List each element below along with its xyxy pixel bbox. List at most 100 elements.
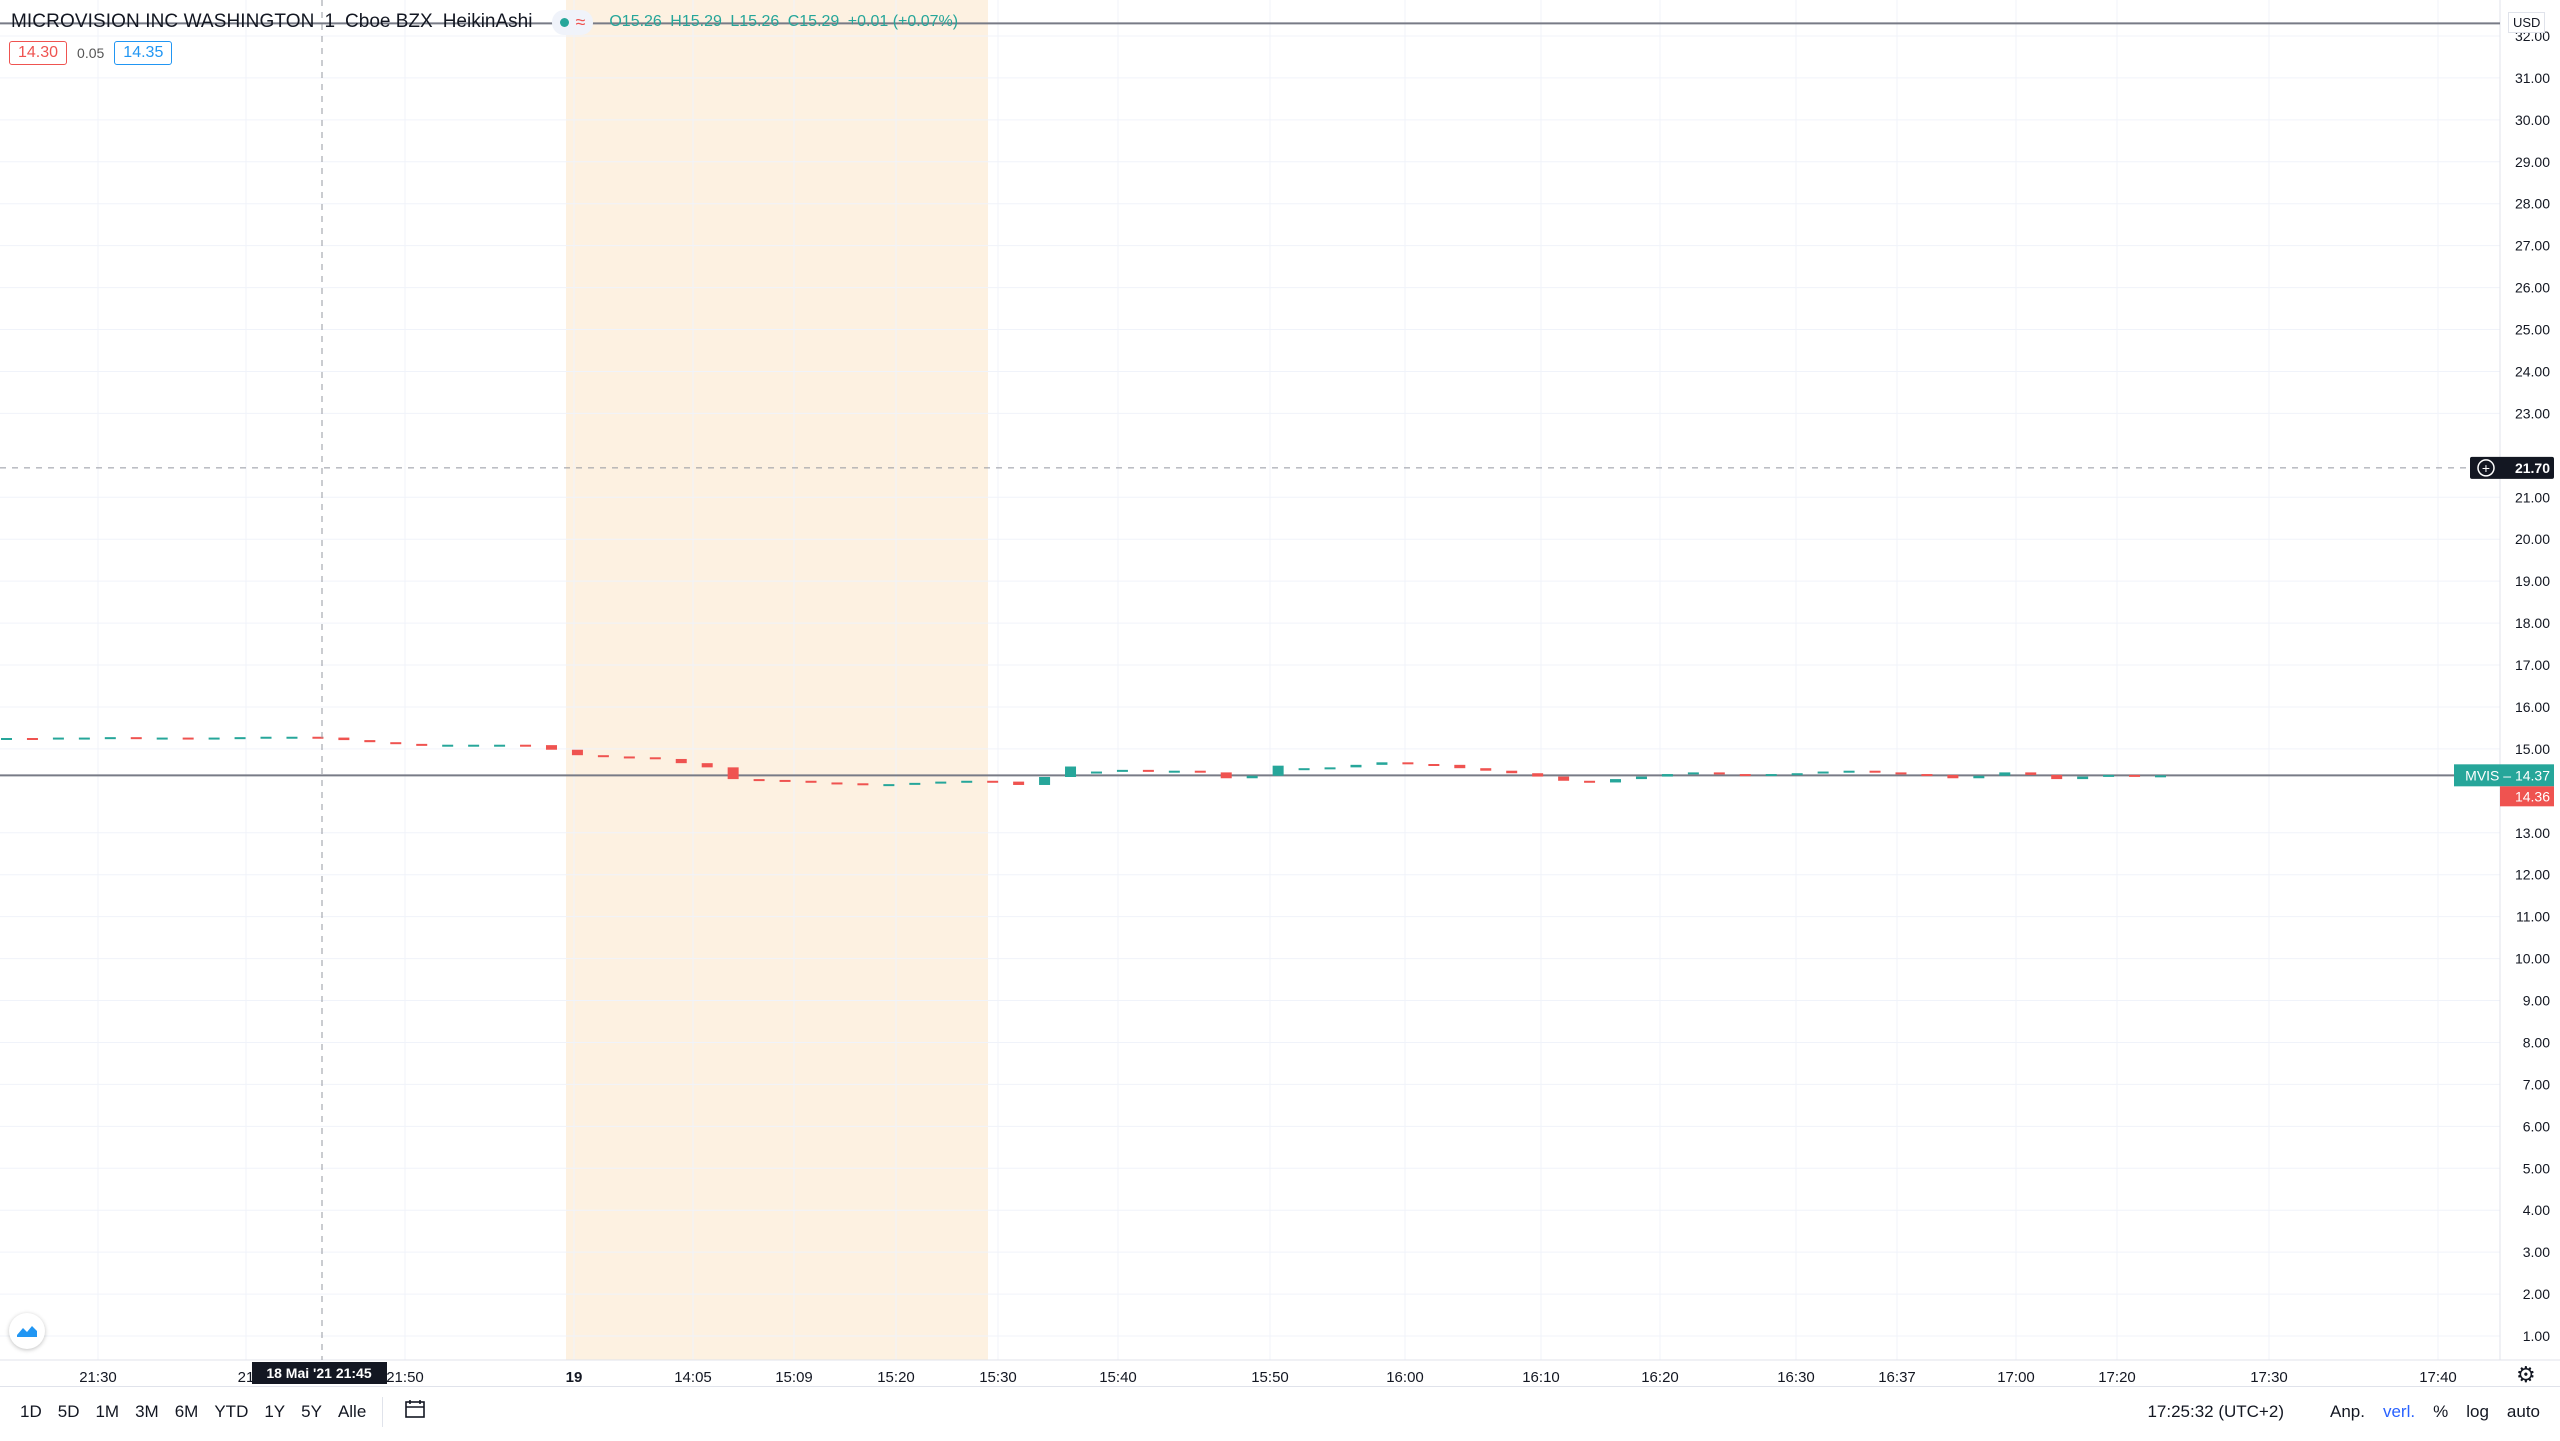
price-tick-label: 1.00 [2523, 1328, 2550, 1344]
candle [831, 782, 843, 785]
candle [1635, 776, 1647, 780]
candle [857, 783, 869, 786]
range-5d-button[interactable]: 5D [57, 1402, 80, 1421]
candle [1272, 765, 1284, 776]
candle [1, 738, 12, 740]
time-tick-label: 15:30 [979, 1369, 1017, 1386]
adjust-toggle[interactable]: Anp. [2329, 1402, 2365, 1421]
price-tick-label: 27.00 [2515, 238, 2550, 254]
candle [649, 757, 661, 760]
symbol-name[interactable]: MICROVISION INC WASHINGTON [11, 11, 315, 32]
crosshair-time-label: 18 Mai '21 21:45 [266, 1365, 372, 1381]
candle [2051, 774, 2063, 780]
extended-hours-toggle[interactable]: verl. [2382, 1402, 2416, 1421]
price-tick-label: 19.00 [2515, 573, 2550, 589]
candle [675, 758, 687, 764]
candle [1558, 776, 1570, 781]
timezone-clock[interactable]: 17:25:32 (UTC+2) [2147, 1402, 2284, 1421]
range-all-button[interactable]: Alle [337, 1402, 367, 1421]
candle [1480, 768, 1492, 771]
time-tick-label: 15:50 [1251, 1369, 1289, 1386]
candle [156, 737, 168, 740]
log-scale-toggle[interactable]: log [2466, 1402, 2489, 1421]
scale-options: 17:25:32 (UTC+2) Anp. verl. % log auto [2147, 1402, 2540, 1422]
candle [1220, 772, 1232, 779]
candle [208, 737, 220, 740]
time-tick-label: 16:37 [1878, 1369, 1916, 1386]
percent-scale-toggle[interactable]: % [2433, 1402, 2449, 1421]
symbol-legend[interactable]: MICROVISION INC WASHINGTON 1 Cboe BZX He… [11, 9, 962, 35]
candle [1610, 779, 1622, 783]
price-axis[interactable]: 32.0031.0030.0029.0028.0027.0026.0025.00… [2515, 28, 2550, 1344]
close-value: C15.29 [787, 13, 840, 30]
market-status[interactable]: ≈ [552, 9, 594, 35]
candle [961, 780, 973, 783]
candle [1895, 772, 1907, 775]
time-tick-label: 21:50 [386, 1369, 424, 1386]
candle [1921, 774, 1933, 777]
price-tick-label: 23.00 [2515, 405, 2550, 421]
price-tick-label: 3.00 [2523, 1244, 2550, 1260]
market-open-icon [560, 17, 570, 27]
chart-grid [0, 0, 2500, 1360]
price-tick-label: 6.00 [2523, 1118, 2550, 1134]
candle [1168, 770, 1180, 773]
time-tick-label: 16:00 [1386, 1369, 1424, 1386]
price-tick-label: 10.00 [2515, 951, 2550, 967]
time-tick-label: 17:00 [1997, 1369, 2035, 1386]
candle [2025, 772, 2037, 775]
bottom-toolbar: 1D 5D 1M 3M 6M YTD 1Y 5Y Alle 17:25:32 (… [0, 1386, 2560, 1441]
range-ytd-button[interactable]: YTD [214, 1402, 249, 1421]
range-3m-button[interactable]: 3M [135, 1402, 159, 1421]
candle [571, 749, 583, 756]
range-1m-button[interactable]: 1M [95, 1402, 120, 1421]
bid-ask-box: 14.30 0.05 14.35 [9, 41, 173, 65]
candle [1402, 762, 1414, 765]
ask-price[interactable]: 14.35 [114, 41, 173, 65]
time-axis[interactable]: 21:30 21 21:50 19 14:05 15:09 15:20 15:30 15:40 1… [79, 1369, 2457, 1386]
premarket-session-highlight [566, 0, 988, 1360]
candle [727, 767, 739, 780]
price-tick-label: 29.00 [2515, 154, 2550, 170]
range-1d-button[interactable]: 1D [20, 1402, 42, 1421]
candle [468, 744, 480, 747]
time-tick-label: 21 [238, 1369, 255, 1386]
candle [1376, 762, 1388, 765]
last-price-tag-box [2454, 764, 2554, 787]
add-alert-icon [2477, 459, 2495, 477]
candle [1973, 775, 1985, 779]
candle [1532, 773, 1544, 777]
approx-icon: ≈ [575, 11, 586, 32]
candle [2129, 774, 2141, 777]
auto-scale-toggle[interactable]: auto [2506, 1402, 2540, 1421]
candle [701, 763, 713, 768]
range-5y-button[interactable]: 5Y [301, 1402, 322, 1421]
price-tick-label: 5.00 [2523, 1160, 2550, 1176]
chart-settings-icon[interactable]: ⚙ [2516, 1362, 2536, 1387]
candle [545, 745, 557, 750]
range-1y-button[interactable]: 1Y [264, 1402, 286, 1421]
crosshair-time-box [252, 1362, 387, 1384]
candle [1090, 771, 1102, 774]
candle [312, 736, 324, 739]
candle [416, 743, 428, 746]
tradingview-logo-icon[interactable] [9, 1313, 45, 1349]
price-tick-label: 13.00 [2515, 825, 2550, 841]
goto-date-icon[interactable] [405, 1399, 427, 1425]
price-labels: +21.70 18 Mai '21 21:45 MVIS – 14.37 14.36 [252, 456, 2554, 1384]
range-6m-button[interactable]: 6M [174, 1402, 199, 1421]
candle [1817, 771, 1829, 774]
time-tick-label: 15:20 [877, 1369, 915, 1386]
time-tick-label: 15:09 [775, 1369, 813, 1386]
candle [2077, 776, 2089, 780]
crosshair-price-label: 21.70 [2515, 460, 2550, 476]
candle [1506, 770, 1518, 774]
exchange-label: Cboe BZX [345, 11, 433, 32]
bid-price[interactable]: 14.30 [9, 41, 68, 65]
price-tick-label: 9.00 [2523, 993, 2550, 1009]
price-tick-label: 2.00 [2523, 1286, 2550, 1302]
candle [182, 737, 194, 740]
time-tick-label: 17:40 [2419, 1369, 2457, 1386]
currency-label[interactable]: USD [2508, 12, 2546, 33]
